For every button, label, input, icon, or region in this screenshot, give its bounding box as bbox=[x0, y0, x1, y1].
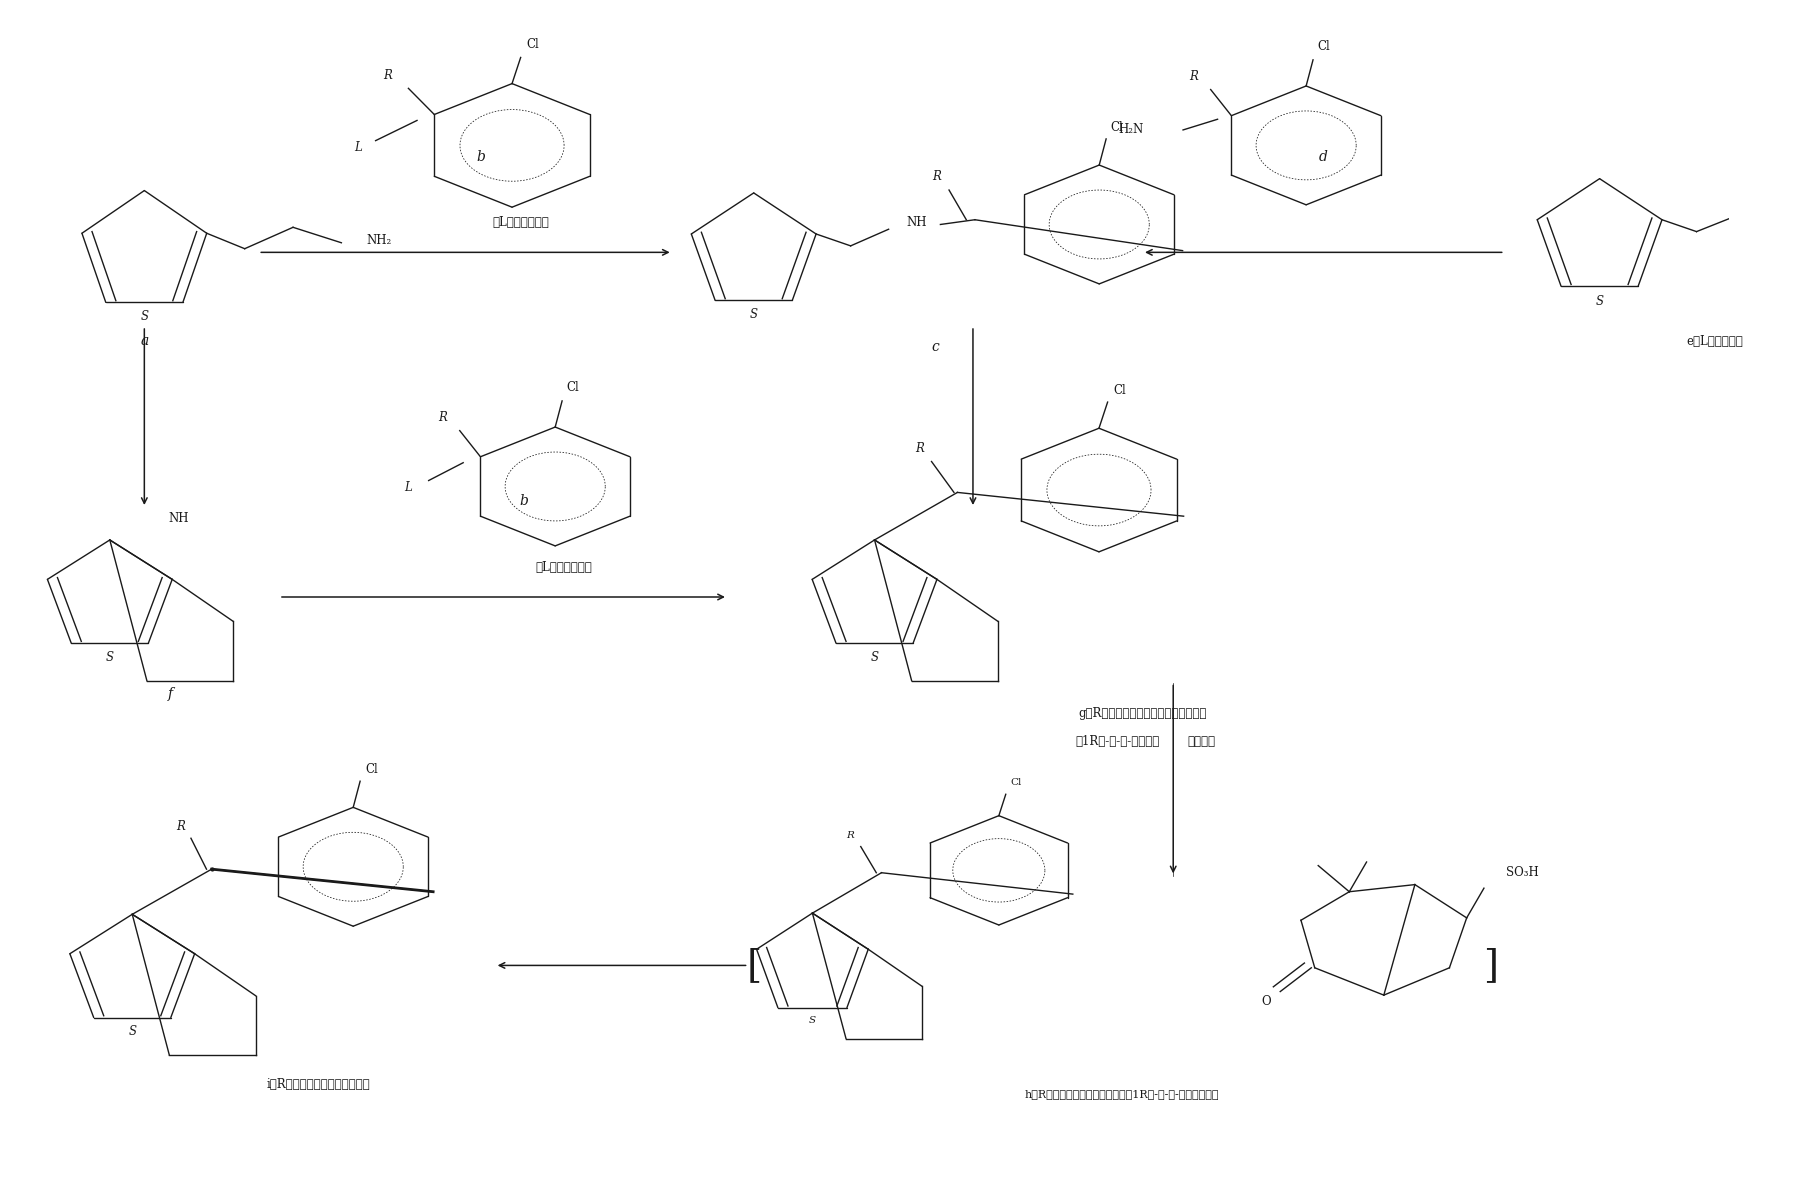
Text: S: S bbox=[1596, 295, 1603, 308]
Text: S: S bbox=[106, 651, 114, 664]
Text: R: R bbox=[914, 442, 923, 455]
Text: f: f bbox=[168, 688, 173, 701]
Text: L: L bbox=[355, 141, 362, 154]
Text: 光学折分: 光学折分 bbox=[1186, 734, 1215, 747]
Text: Cl: Cl bbox=[566, 381, 579, 394]
Text: O: O bbox=[1262, 995, 1271, 1008]
Text: R: R bbox=[384, 69, 391, 81]
Text: d: d bbox=[1320, 150, 1327, 165]
Text: Cl: Cl bbox=[1010, 778, 1022, 787]
Text: H₂N: H₂N bbox=[1118, 123, 1143, 136]
Text: （L＝离去基团）: （L＝离去基团） bbox=[535, 561, 591, 574]
Text: b: b bbox=[519, 494, 528, 507]
Text: g（R是甲氧基罧基；氯吉格雷消旋体）: g（R是甲氧基罧基；氯吉格雷消旋体） bbox=[1078, 707, 1206, 720]
Text: R: R bbox=[932, 171, 941, 184]
Text: Cl: Cl bbox=[526, 38, 539, 51]
Text: i（R是甲氧基罧基；氯吉格雷）: i（R是甲氧基罧基；氯吉格雷） bbox=[267, 1078, 370, 1091]
Text: Cl: Cl bbox=[1316, 41, 1331, 54]
Text: Cl: Cl bbox=[1112, 383, 1127, 396]
Text: R: R bbox=[177, 820, 186, 833]
Text: h（R是甲氧基罧基；氯吉格雷的（1R）-（-）-樟脑磺酸盐）: h（R是甲氧基罧基；氯吉格雷的（1R）-（-）-樟脑磺酸盐） bbox=[1024, 1089, 1219, 1098]
Text: a: a bbox=[141, 334, 148, 349]
Text: S: S bbox=[871, 651, 878, 664]
Text: Cl: Cl bbox=[366, 763, 379, 776]
Text: S: S bbox=[141, 310, 148, 324]
Text: R: R bbox=[438, 411, 447, 424]
Text: （L＝离去基团）: （L＝离去基团） bbox=[492, 216, 550, 229]
Text: NH: NH bbox=[905, 216, 927, 228]
Text: R: R bbox=[1188, 70, 1197, 82]
Text: Cl: Cl bbox=[1111, 121, 1123, 134]
Text: L: L bbox=[404, 481, 411, 494]
Text: e（L＝离去基团: e（L＝离去基团 bbox=[1686, 336, 1744, 347]
Text: S: S bbox=[810, 1016, 817, 1026]
Text: [: [ bbox=[746, 947, 761, 984]
Text: ]: ] bbox=[1484, 947, 1498, 984]
Text: （1R）-（-）-樟脑磺酸: （1R）-（-）-樟脑磺酸 bbox=[1075, 734, 1159, 747]
Text: SO₃H: SO₃H bbox=[1506, 866, 1538, 879]
Text: R: R bbox=[846, 831, 855, 841]
Text: b: b bbox=[476, 150, 485, 165]
Text: c: c bbox=[930, 340, 939, 355]
Text: NH₂: NH₂ bbox=[366, 234, 391, 247]
Text: S: S bbox=[750, 308, 757, 321]
Text: S: S bbox=[128, 1026, 137, 1039]
Text: NH: NH bbox=[169, 512, 189, 525]
